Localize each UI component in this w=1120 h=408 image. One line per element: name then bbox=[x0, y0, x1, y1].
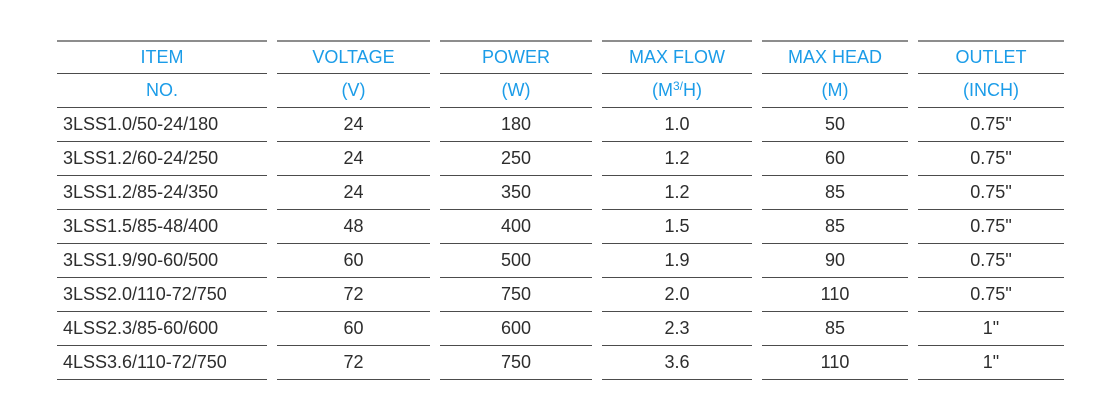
cell-voltage: 60 bbox=[277, 312, 430, 346]
cell-voltage: 60 bbox=[277, 244, 430, 278]
cell-max-head: 50 bbox=[762, 108, 908, 142]
cell-power: 750 bbox=[440, 278, 592, 312]
cell-max-head: 85 bbox=[762, 210, 908, 244]
cell-item-no: 4LSS2.3/85-60/600 bbox=[57, 312, 267, 346]
pump-spec-table: ITEM VOLTAGE POWER MAX FLOW MAX HEAD OUT… bbox=[57, 40, 1064, 380]
column-header-voltage: VOLTAGE bbox=[277, 40, 430, 74]
cell-outlet: 0.75" bbox=[918, 210, 1064, 244]
cell-power: 180 bbox=[440, 108, 592, 142]
cell-power: 350 bbox=[440, 176, 592, 210]
cell-item-no: 3LSS1.0/50-24/180 bbox=[57, 108, 267, 142]
column-unit-max-flow: (M 3/H) bbox=[602, 74, 752, 108]
cell-item-no: 3LSS2.0/110-72/750 bbox=[57, 278, 267, 312]
cell-outlet: 1" bbox=[918, 312, 1064, 346]
cell-power: 600 bbox=[440, 312, 592, 346]
cell-max-head: 110 bbox=[762, 346, 908, 380]
column-unit-max-head: (M) bbox=[762, 74, 908, 108]
cell-max-flow: 1.0 bbox=[602, 108, 752, 142]
max-flow-unit-suffix: H) bbox=[683, 80, 702, 100]
cell-max-head: 85 bbox=[762, 312, 908, 346]
cell-voltage: 48 bbox=[277, 210, 430, 244]
column-header-outlet: OUTLET bbox=[918, 40, 1064, 74]
cell-max-flow: 2.0 bbox=[602, 278, 752, 312]
cell-max-head: 110 bbox=[762, 278, 908, 312]
column-header-item: ITEM bbox=[57, 40, 267, 74]
cell-voltage: 24 bbox=[277, 142, 430, 176]
cell-item-no: 3LSS1.2/60-24/250 bbox=[57, 142, 267, 176]
column-unit-item: NO. bbox=[57, 74, 267, 108]
cell-outlet: 0.75" bbox=[918, 176, 1064, 210]
cell-outlet: 0.75" bbox=[918, 142, 1064, 176]
column-header-max-flow: MAX FLOW bbox=[602, 40, 752, 74]
column-header-max-head: MAX HEAD bbox=[762, 40, 908, 74]
cell-outlet: 0.75" bbox=[918, 244, 1064, 278]
cell-max-head: 85 bbox=[762, 176, 908, 210]
column-unit-outlet: (INCH) bbox=[918, 74, 1064, 108]
max-flow-unit-superscript: 3/ bbox=[672, 78, 683, 93]
cell-voltage: 24 bbox=[277, 108, 430, 142]
cell-max-flow: 2.3 bbox=[602, 312, 752, 346]
cell-max-flow: 1.2 bbox=[602, 142, 752, 176]
cell-max-flow: 3.6 bbox=[602, 346, 752, 380]
cell-item-no: 3LSS1.2/85-24/350 bbox=[57, 176, 267, 210]
cell-power: 750 bbox=[440, 346, 592, 380]
cell-outlet: 1" bbox=[918, 346, 1064, 380]
cell-item-no: 4LSS3.6/110-72/750 bbox=[57, 346, 267, 380]
cell-voltage: 72 bbox=[277, 346, 430, 380]
cell-max-flow: 1.5 bbox=[602, 210, 752, 244]
cell-max-flow: 1.9 bbox=[602, 244, 752, 278]
cell-voltage: 72 bbox=[277, 278, 430, 312]
column-unit-voltage: (V) bbox=[277, 74, 430, 108]
cell-max-flow: 1.2 bbox=[602, 176, 752, 210]
cell-max-head: 60 bbox=[762, 142, 908, 176]
cell-power: 400 bbox=[440, 210, 592, 244]
cell-power: 250 bbox=[440, 142, 592, 176]
cell-outlet: 0.75" bbox=[918, 278, 1064, 312]
cell-outlet: 0.75" bbox=[918, 108, 1064, 142]
cell-item-no: 3LSS1.9/90-60/500 bbox=[57, 244, 267, 278]
cell-item-no: 3LSS1.5/85-48/400 bbox=[57, 210, 267, 244]
column-unit-power: (W) bbox=[440, 74, 592, 108]
cell-voltage: 24 bbox=[277, 176, 430, 210]
column-header-power: POWER bbox=[440, 40, 592, 74]
max-flow-unit-prefix: (M bbox=[651, 80, 673, 100]
cell-max-head: 90 bbox=[762, 244, 908, 278]
cell-power: 500 bbox=[440, 244, 592, 278]
